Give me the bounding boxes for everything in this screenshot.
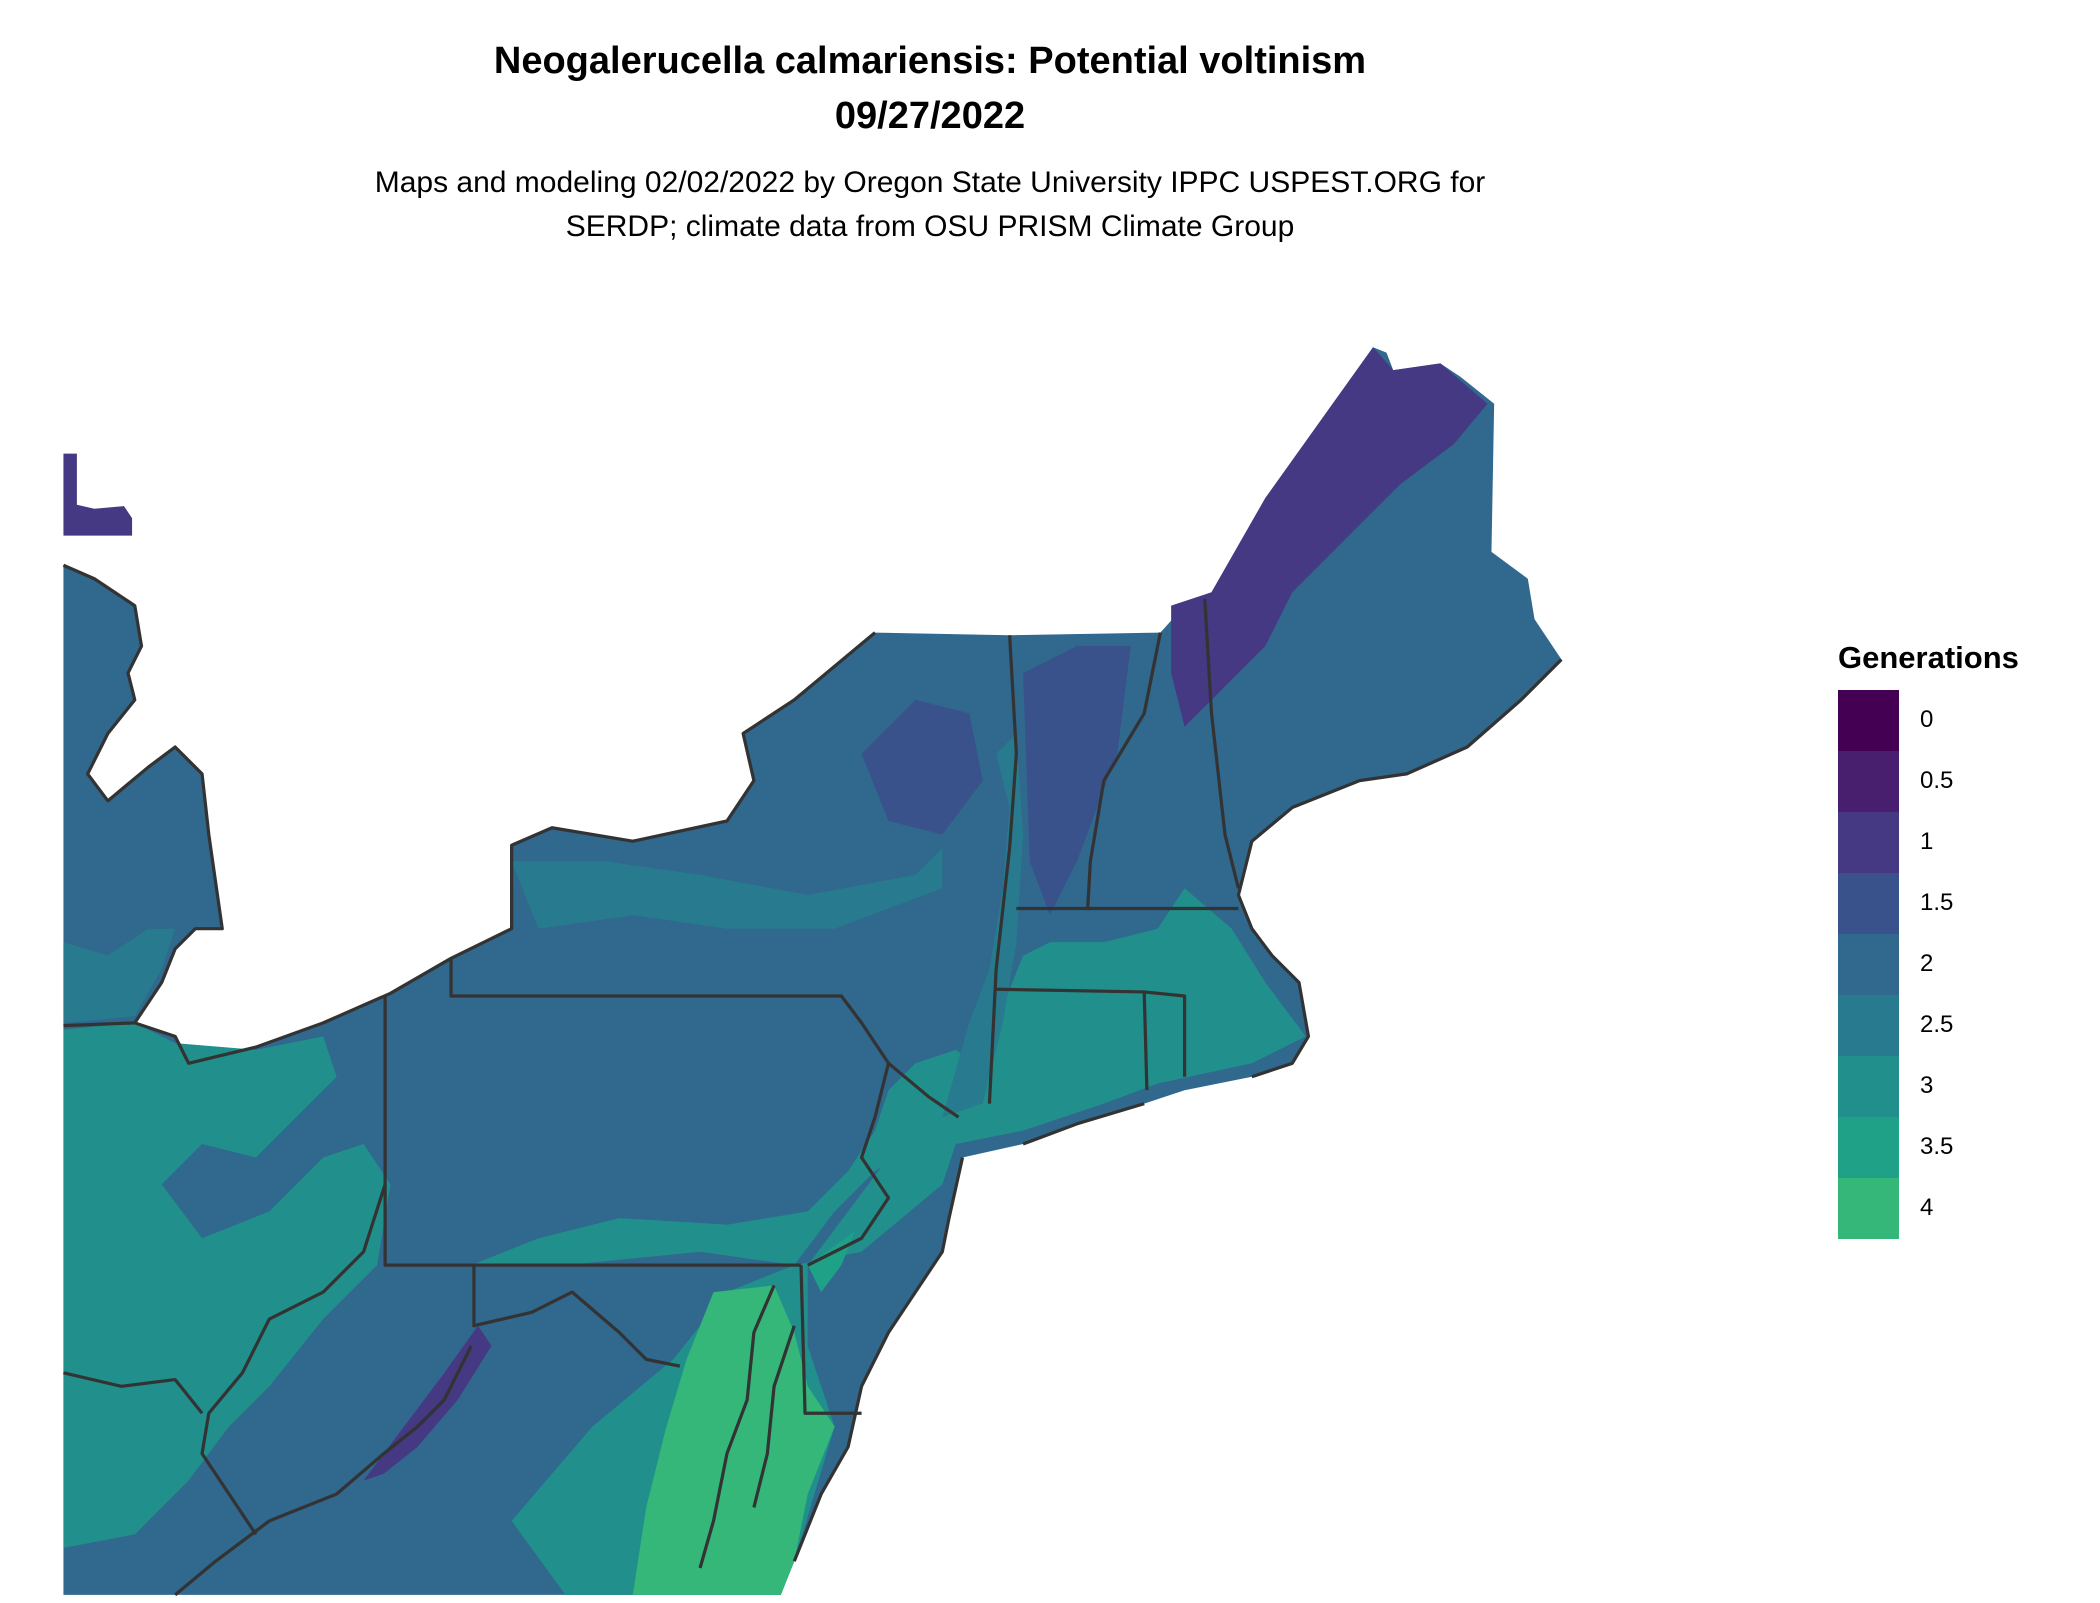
region-1p5gen-vermont [1023, 646, 1131, 916]
legend-swatch [1838, 1178, 1899, 1239]
border-oh-mi [63, 1021, 135, 1028]
border-ky [63, 1371, 204, 1415]
region-3gen-michigan [63, 928, 176, 1023]
legend-label: 1 [1920, 828, 1934, 855]
border-nj-pa [807, 1062, 891, 1267]
legend-label: 2 [1920, 950, 1934, 977]
region-1gen-maine [1171, 347, 1488, 727]
region-1p5gen-adirondacks [861, 699, 983, 835]
legend-label: 0.5 [1920, 767, 1954, 794]
border-chesapeake [698, 1284, 796, 1569]
state-borders [62, 563, 1563, 1597]
legend-swatch [1838, 934, 1899, 995]
border-vt-nh [1086, 632, 1162, 909]
region-1gen-appalachia [363, 1325, 492, 1481]
border-md-de [799, 1265, 862, 1415]
legend-label: 3.5 [1920, 1133, 1954, 1160]
legend-item: 2.5 [1838, 995, 2098, 1056]
legend-label: 1.5 [1920, 889, 1954, 916]
border-ma [996, 906, 1239, 1091]
legend-swatch [1838, 812, 1899, 873]
map-date: 09/27/2022 [834, 95, 1026, 137]
region-3gen-ontario [511, 847, 943, 929]
land-raster [63, 347, 1562, 1595]
legend-label: 3 [1920, 1072, 1934, 1099]
map-subtitle-1: Maps and modeling 02/02/2022 by Oregon S… [374, 166, 1486, 199]
legend-item: 0 [1838, 690, 2098, 751]
legend-swatch [1838, 873, 1899, 934]
region-3gen-south [63, 1022, 391, 1548]
legend-item: 3 [1838, 1056, 2098, 1117]
map-title: Neogalerucella calmariensis: Potential v… [493, 40, 1367, 82]
border-pa-md [383, 995, 802, 1267]
border-coastline [62, 563, 1563, 1562]
border-ny-pa [449, 958, 960, 1119]
legend-item: 4 [1838, 1178, 2098, 1239]
legend-item: 2 [1838, 934, 2098, 995]
border-vt-ny [987, 635, 1018, 1104]
legend-swatch [1838, 751, 1899, 812]
legend-label: 4 [1920, 1194, 1934, 1221]
legend-swatch [1838, 1117, 1899, 1178]
legend-label: 0 [1920, 706, 1934, 733]
legend-title: Generations [1838, 640, 2019, 675]
border-wv-va [174, 1265, 681, 1597]
legend-item: 0.5 [1838, 751, 2098, 812]
legend-swatch [1838, 690, 1899, 751]
legend-item: 1.5 [1838, 873, 2098, 934]
region-3gen-hudson [942, 733, 1024, 1118]
legend-item: 3.5 [1838, 1117, 2098, 1178]
border-nh-me [1203, 598, 1240, 889]
legend-swatch [1838, 1056, 1899, 1117]
border-oh-wv [200, 1183, 387, 1536]
region-michigan-up [63, 453, 133, 536]
legend-item: 1 [1838, 812, 2098, 873]
legend-swatch [1838, 995, 1899, 1056]
legend-label: 2.5 [1920, 1011, 1954, 1038]
map-subtitle-2: SERDP; climate data from OSU PRISM Clima… [565, 210, 1295, 243]
